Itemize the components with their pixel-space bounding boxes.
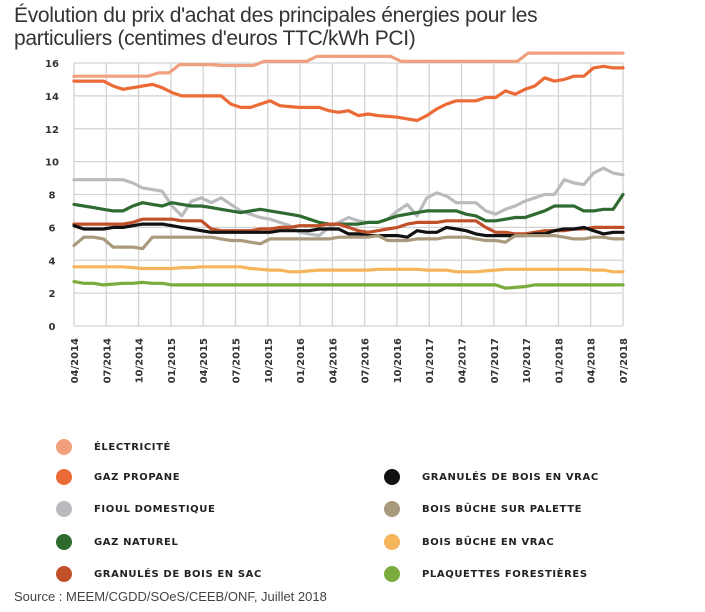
legend-label: GRANULÉS DE BOIS EN SAC [94,568,262,580]
x-axis-ticks: 04/2014 07/2014 10/2014 01/2015 04/2015 07/20… [70,338,630,383]
x-tick-label: 01/2016 [296,338,307,383]
line-chart: 0 2 4 6 8 10 12 14 16 04/2014 07/2014 10/2014 01/20… [45,51,630,383]
series-line-bois-buche-sur-palette [72,234,625,251]
legend-swatch [384,469,400,485]
y-tick-label: 0 [49,322,56,333]
x-tick-label: 07/2014 [102,338,113,383]
legend-item-gaz-naturel: GAZ NATUREL [56,532,178,552]
legend-label: BOIS BÛCHE EN VRAC [422,536,555,548]
x-tick-label: 04/2016 [328,338,339,383]
x-tick-label: 10/2014 [135,338,146,383]
series-line-granules-de-bois-en-sac [72,217,625,236]
y-tick-label: 4 [49,256,56,267]
legend-item-granules-vrac: GRANULÉS DE BOIS EN VRAC [384,467,599,487]
series-line-plaquettes-forestieres [72,280,625,290]
legend-swatch [56,534,72,550]
x-tick-label: 10/2017 [522,338,533,383]
chart-title: Évolution du prix d'achat des principale… [14,4,538,50]
x-tick-label: 07/2016 [361,338,372,383]
x-tick-label: 07/2018 [619,338,630,383]
y-tick-label: 14 [45,92,59,103]
x-tick-label: 01/2015 [167,338,178,383]
x-tick-label: 01/2018 [554,338,565,383]
legend-item-buche-palette: BOIS BÛCHE SUR PALETTE [384,499,582,519]
x-tick-label: 04/2014 [70,338,81,383]
legend-label: ÉLECTRICITÉ [94,441,171,453]
x-tick-label: 04/2018 [587,338,598,383]
legend-item-fioul-domestique: FIOUL DOMESTIQUE [56,499,215,519]
legend-swatch [56,469,72,485]
legend-swatch [384,534,400,550]
legend-swatch [384,566,400,582]
x-tick-label: 07/2015 [231,338,242,383]
x-tick-label: 10/2016 [393,338,404,383]
legend-item-granules-sac: GRANULÉS DE BOIS EN SAC [56,564,262,584]
x-tick-label: 01/2017 [425,338,436,383]
legend-label: GAZ PROPANE [94,471,181,483]
series-line-bois-buche-en-vrac [72,265,625,274]
x-tick-label: 04/2015 [199,338,210,383]
source-note: Source : MEEM/CGDD/SOeS/CEEB/ONF, Juille… [14,589,327,604]
y-tick-label: 6 [49,223,56,234]
y-tick-label: 8 [49,191,56,202]
legend-label: PLAQUETTES FORESTIÈRES [422,568,588,580]
legend-item-buche-vrac: BOIS BÛCHE EN VRAC [384,532,554,552]
legend-item-electricite: ÉLECTRICITÉ [56,437,171,457]
y-tick-label: 10 [45,158,59,169]
y-tick-label: 12 [45,125,59,136]
x-tick-label: 10/2015 [264,338,275,383]
series-line-gaz-naturel [72,192,625,226]
legend-item-plaquettes: PLAQUETTES FORESTIÈRES [384,564,588,584]
series-line-gaz-propane [72,64,625,123]
legend-label: FIOUL DOMESTIQUE [94,503,216,515]
legend-label: GAZ NATUREL [94,536,179,548]
series-line-fioul-domestique [72,166,625,238]
legend-swatch [384,501,400,517]
legend-item-gaz-propane: GAZ PROPANE [56,467,180,487]
y-axis-ticks: 0 2 4 6 8 10 12 14 16 [45,59,59,333]
series-lines [72,51,625,290]
x-tick-label: 07/2017 [490,338,501,383]
y-tick-label: 2 [49,289,56,300]
legend-label: GRANULÉS DE BOIS EN VRAC [422,471,599,483]
x-tick-label: 04/2017 [458,338,469,383]
legend-swatch [56,566,72,582]
legend-label: BOIS BÛCHE SUR PALETTE [422,503,583,515]
y-tick-label: 16 [45,59,59,70]
series-line-electricite [72,51,625,78]
legend-swatch [56,501,72,517]
legend-swatch [56,439,72,455]
